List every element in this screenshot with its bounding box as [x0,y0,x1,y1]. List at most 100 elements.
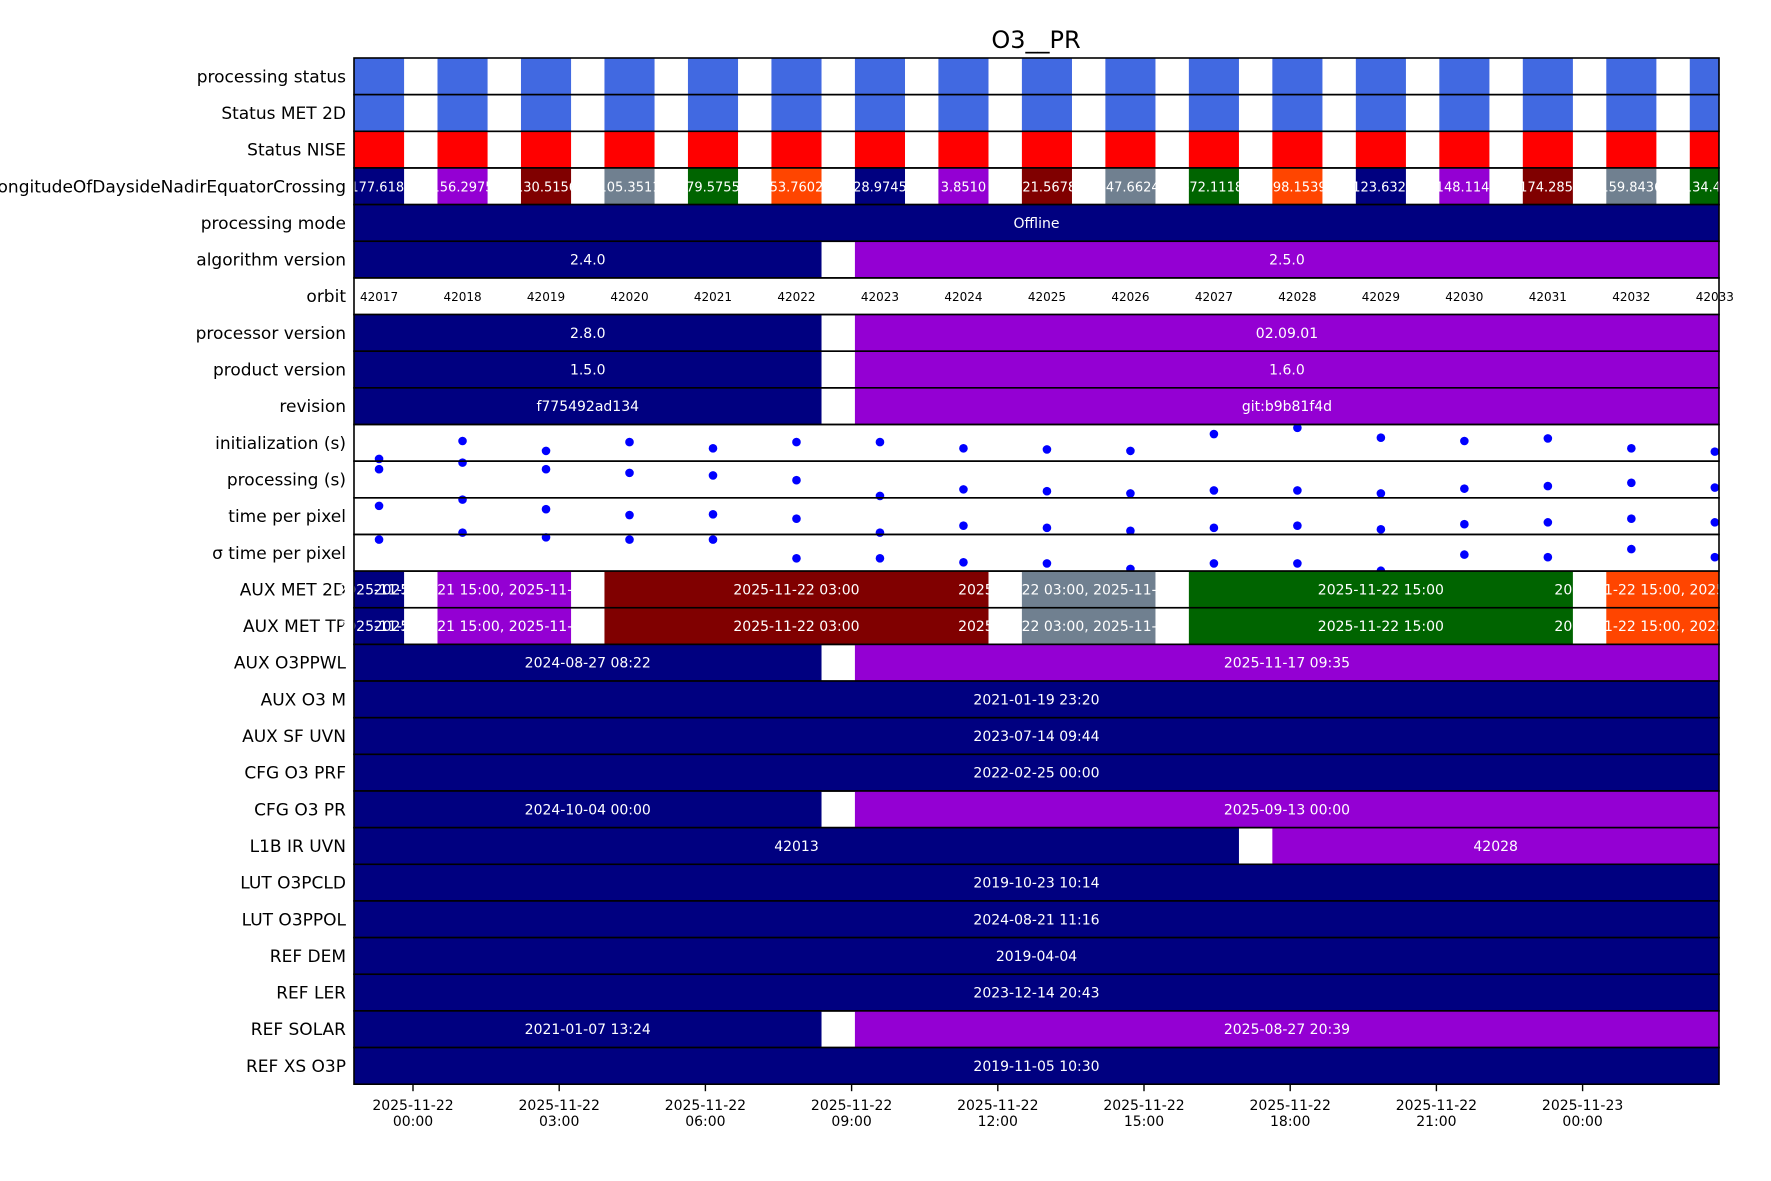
segment-bar [854,241,1719,278]
scatter-point [1126,446,1135,456]
row-label: revision [279,397,346,417]
longitude-cell [938,167,989,205]
longitude-value: 130.5156 [515,180,577,195]
status-cell [520,94,572,132]
row-label: Status NISE [247,141,346,161]
status-cell [854,131,906,168]
orbit-number: 42018 [443,290,481,304]
segment-label: 2024-08-27 08:22 [525,656,651,672]
segment-bar [854,387,1719,425]
scatter-point [1460,550,1469,559]
scatter-point [374,454,384,464]
segment-bar [354,681,1719,718]
status-cell [604,58,655,95]
longitude-cell [1689,167,1719,205]
row-processing-mode: processing mode Offline [201,203,1720,243]
scatter-point [374,501,384,511]
status-cell [1439,131,1490,168]
row-label: L1B IR UVN [250,837,346,857]
orbit-number: 42020 [610,290,648,304]
status-cell [1272,58,1323,95]
scatter-point [708,535,718,544]
longitude-cell [354,167,405,205]
scatter-point [1543,434,1553,443]
segment-label: 42028 [1473,839,1518,855]
segment-label: 1.5.0 [570,363,606,379]
status-cell [1355,131,1406,168]
segment-bar [604,607,989,645]
x-axis: 2025-11-2200:002025-11-2203:002025-11-22… [372,1084,1623,1130]
segment-label: 2025-09-13 00:00 [1224,802,1350,818]
x-tick-label: 2025-11-22 [1103,1098,1184,1114]
scatter-point [792,553,801,563]
scatter-point [708,509,718,519]
scatter-point [1126,526,1135,536]
status-cell [938,58,989,95]
segment-bar [354,204,1719,242]
status-cell [1105,94,1156,132]
row-label: processing mode [201,214,346,234]
segment-bar [354,900,1719,938]
segment-label: 02.09.01 [1256,326,1318,342]
longitude-value: -148.1143 [1431,180,1498,195]
orbit-number: 42029 [1362,290,1400,304]
status-cell [938,94,989,132]
segment-bar [437,607,572,645]
segment-bar [354,1010,822,1048]
segment-label: f775492ad134 [536,399,639,415]
row-cfg-o3-prf: CFG O3 PRF 2022-02-25 00:00 [244,753,1720,792]
x-tick-label: 2025-11-22 [1250,1098,1331,1114]
status-cell [1021,94,1072,132]
segment-bar [854,791,1719,828]
orbit-number: 42027 [1195,290,1233,304]
x-tick-label: 2025-11-22 [957,1098,1038,1114]
longitude-value: 134.4250 [1684,180,1746,195]
row-algorithm-version: algorithm version 2.4.0 2.5.0 [196,240,1720,279]
longitude-value: 3.8510 [941,180,987,195]
row-status-met-2d: Status MET 2D [221,93,1720,133]
row-aux-sf-uvn: AUX SF UVN 2023-07-14 09:44 [242,716,1720,756]
segment-label: 2019-04-04 [996,949,1077,965]
row-l1b-ir-uvn: L1B IR UVN 42013 42028 [250,826,1720,866]
scatter-point [1042,445,1052,454]
segment-label: 2023-07-14 09:44 [973,729,1099,745]
segment-bar [354,791,822,828]
longitude-cell [604,167,655,205]
longitude-value: 28.9745 [853,180,907,195]
orbit-number: 42023 [861,290,899,304]
scatter-point [875,491,885,501]
longitude-value: -21.5678 [1018,180,1076,195]
segment-bar [1021,607,1156,645]
row-ref-dem: REF DEM 2019-04-04 [270,936,1720,976]
x-tick-label: 06:00 [685,1114,725,1130]
longitude-cell [1105,167,1156,205]
x-tick-label: 00:00 [1562,1114,1602,1130]
row-status-nise: Status NISE [247,130,1720,169]
status-cell [1272,131,1323,168]
segment-label: 2024-10-04 00:00 [525,802,651,818]
segment-bar [354,974,1719,1011]
row-frame [353,496,1720,536]
scatter-point [1710,483,1720,492]
status-cell [354,131,405,168]
scatter-point [1460,484,1469,493]
longitude-value: 79.5755 [686,180,740,195]
segment-label: 2025-11-22 03:00 [733,619,859,635]
segment-label: 1.6.0 [1269,363,1305,379]
status-cell [1689,131,1719,168]
segment-bar [1188,571,1573,608]
orbit-number: 42022 [777,290,815,304]
row-label: AUX MET 2D [240,580,346,600]
scatter-point [1376,489,1386,498]
scatter-point [458,458,467,467]
status-cell [604,131,655,168]
row-processing-status: processing status [197,57,1720,96]
segment-label: 2025-11-21 15:00, 2025-11-22 03:00 [374,582,635,598]
longitude-cell [1272,167,1323,205]
status-cell [1272,94,1323,132]
orbit-number: 42017 [360,290,398,304]
scatter-point [374,464,384,474]
x-tick-label: 15:00 [1124,1114,1164,1130]
status-cell [1105,58,1156,95]
